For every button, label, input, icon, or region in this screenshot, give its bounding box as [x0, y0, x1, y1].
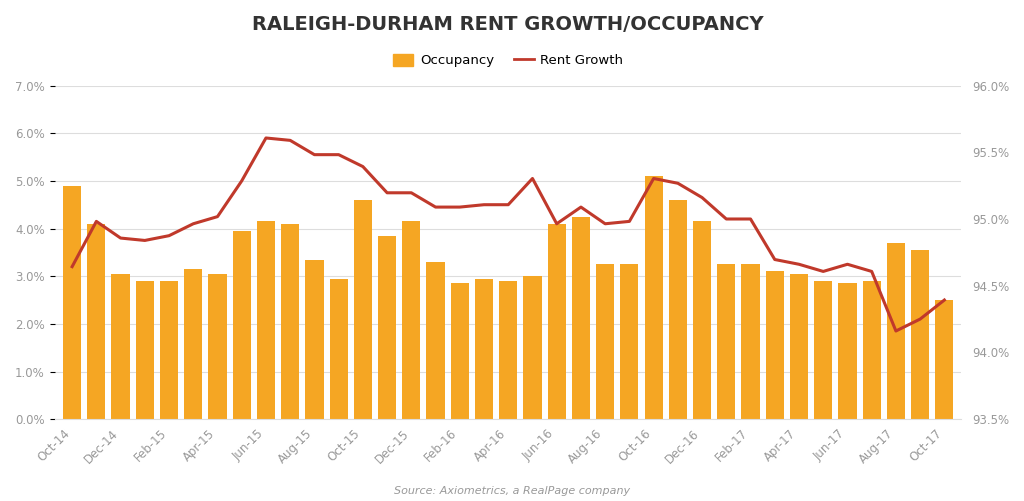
Bar — [693, 221, 712, 419]
Bar — [475, 279, 494, 419]
Bar — [523, 276, 542, 419]
Bar — [232, 231, 251, 419]
Bar — [136, 281, 154, 419]
Bar — [571, 216, 590, 419]
Bar — [862, 281, 881, 419]
Bar — [621, 264, 639, 419]
Bar — [402, 221, 421, 419]
Bar — [814, 281, 833, 419]
Bar — [305, 260, 324, 419]
Bar — [644, 176, 663, 419]
Bar — [353, 200, 372, 419]
Bar — [741, 264, 760, 419]
Bar — [378, 235, 396, 419]
Bar — [911, 250, 929, 419]
Bar — [548, 224, 566, 419]
Bar — [451, 284, 469, 419]
Bar — [935, 300, 953, 419]
Bar — [160, 281, 178, 419]
Bar — [112, 274, 130, 419]
Bar — [282, 224, 299, 419]
Bar — [669, 200, 687, 419]
Bar — [766, 272, 783, 419]
Bar — [209, 274, 226, 419]
Bar — [87, 224, 105, 419]
Bar — [839, 284, 856, 419]
Bar — [257, 221, 275, 419]
Bar — [330, 279, 348, 419]
Bar — [596, 264, 614, 419]
Bar — [184, 269, 203, 419]
Bar — [426, 262, 444, 419]
Legend: Occupancy, Rent Growth: Occupancy, Rent Growth — [388, 49, 629, 73]
Text: Source: Axiometrics, a RealPage company: Source: Axiometrics, a RealPage company — [394, 486, 630, 496]
Bar — [717, 264, 735, 419]
Bar — [790, 274, 808, 419]
Bar — [887, 243, 905, 419]
Bar — [499, 281, 517, 419]
Bar — [63, 186, 81, 419]
Title: RALEIGH-DURHAM RENT GROWTH/OCCUPANCY: RALEIGH-DURHAM RENT GROWTH/OCCUPANCY — [253, 15, 764, 34]
